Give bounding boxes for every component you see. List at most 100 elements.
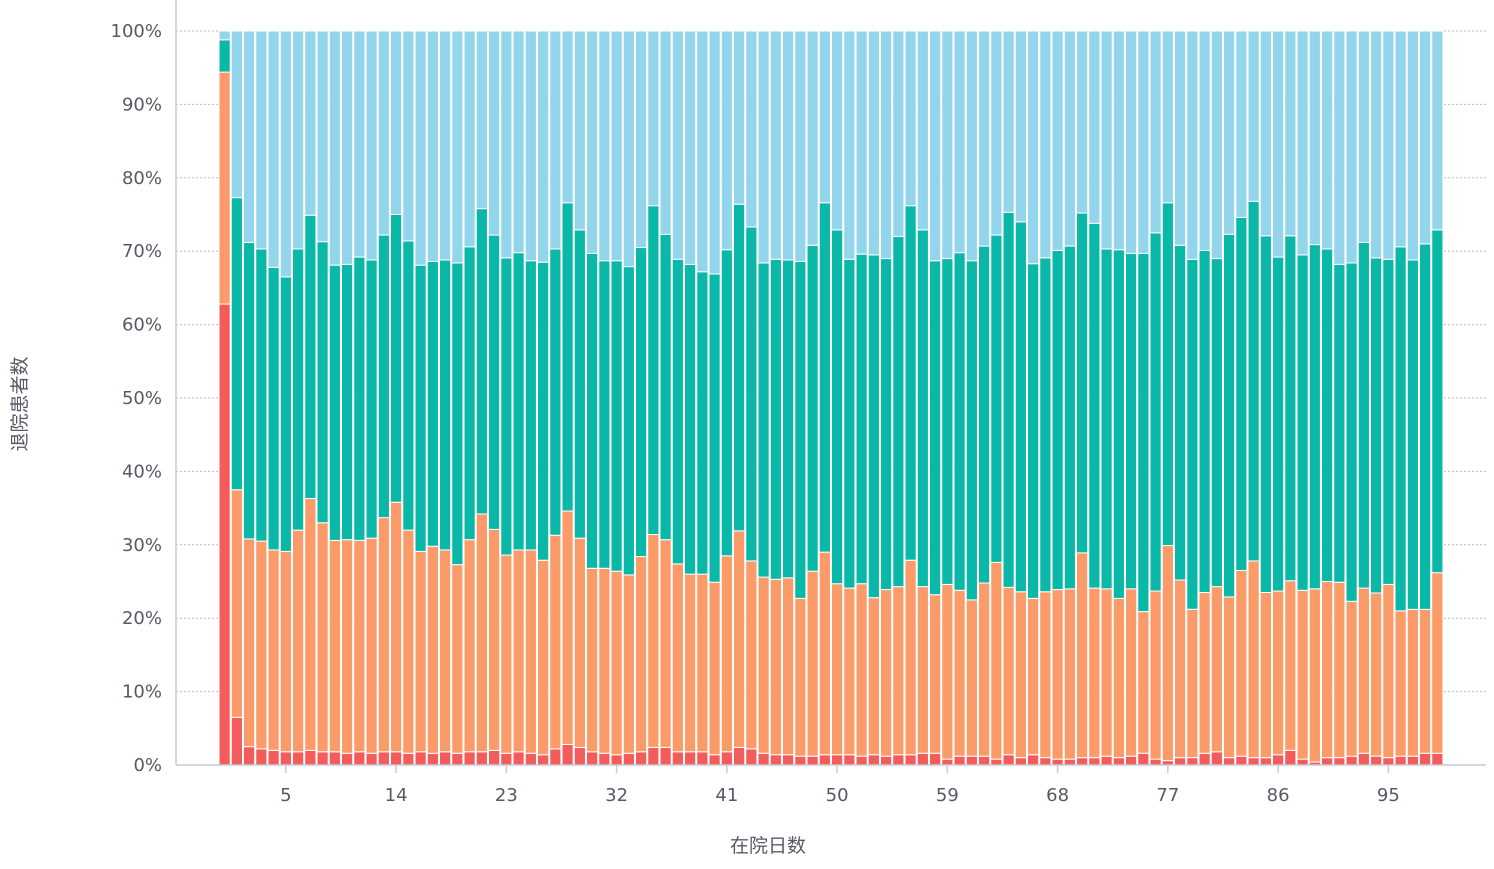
bar-segment-34-s2	[635, 556, 648, 753]
bar-segment-79-s1	[1186, 757, 1199, 766]
bar-segment-16-s4	[414, 30, 427, 266]
bar-segment-84-s1	[1247, 757, 1260, 766]
bar-segment-36-s4	[659, 30, 672, 235]
bar-segment-22-s2	[488, 528, 501, 751]
bar-segment-11-s4	[353, 30, 366, 258]
bar-segment-12-s1	[365, 752, 378, 766]
bar-segment-70-s2	[1076, 552, 1089, 759]
bar-segment-8-s4	[316, 30, 329, 243]
bar-segment-58-s3	[929, 260, 942, 596]
bar-segment-9-s1	[328, 751, 341, 766]
bar-segment-26-s4	[537, 30, 550, 263]
bar-segment-70-s4	[1076, 30, 1089, 214]
bar-segment-82-s2	[1223, 596, 1236, 759]
bar-segment-30-s3	[586, 252, 599, 569]
bar-segment-47-s3	[794, 260, 807, 599]
bar-segment-75-s1	[1137, 752, 1150, 766]
bar-segment-53-s2	[867, 597, 880, 756]
bar-segment-56-s2	[904, 559, 917, 756]
bar-segment-66-s4	[1027, 30, 1040, 265]
bar-segment-31-s4	[598, 30, 611, 262]
bar-segment-75-s3	[1137, 252, 1150, 613]
bar-segment-3-s2	[255, 540, 268, 750]
bar-segment-93-s2	[1357, 587, 1370, 754]
bar-segment-65-s2	[1014, 591, 1027, 759]
bar-segment-95-s4	[1382, 30, 1395, 260]
bar-segment-13-s1	[377, 751, 390, 766]
bar-segment-80-s3	[1198, 249, 1211, 594]
bar-segment-65-s3	[1014, 221, 1027, 593]
bar-segment-89-s2	[1308, 588, 1321, 763]
y-tick-labels: 0% 10% 20% 30% 40% 50% 60% 70% 80% 90% 100%	[111, 21, 162, 776]
bar-segment-79-s2	[1186, 608, 1199, 759]
y-tick-label-20pct: 20%	[122, 608, 162, 629]
bar-segment-50-s4	[831, 30, 844, 231]
y-tick-label-50pct: 50%	[122, 388, 162, 409]
bar-segment-52-s4	[855, 30, 868, 255]
bar-segment-36-s2	[659, 539, 672, 748]
bar-segment-19-s1	[451, 752, 464, 766]
bar-segment-64-s4	[1002, 30, 1015, 213]
bar-segment-72-s4	[1100, 30, 1113, 250]
x-tick-label-32: 32	[605, 785, 628, 806]
bar-segment-44-s4	[757, 30, 770, 264]
bar-segment-4-s2	[267, 549, 280, 751]
bar-segment-51-s3	[843, 258, 856, 589]
bar-segment-86-s1	[1272, 754, 1285, 766]
bar-segment-57-s2	[916, 586, 929, 754]
bar-segment-24-s1	[512, 751, 525, 766]
bar-segment-3-s1	[255, 748, 268, 766]
bar-segment-58-s4	[929, 30, 942, 262]
bar-segment-39-s2	[696, 573, 709, 753]
bar-segment-34-s4	[635, 30, 648, 249]
bar-segment-37-s2	[671, 563, 684, 753]
bar-segment-54-s4	[880, 30, 893, 260]
bar-segment-76-s2	[1149, 590, 1162, 760]
bar-segment-20-s2	[463, 539, 476, 753]
bar-segment-78-s2	[1174, 579, 1187, 759]
bar-segment-7-s4	[304, 30, 317, 216]
bar-segment-26-s3	[537, 261, 550, 561]
y-tick-label-10pct: 10%	[122, 682, 162, 703]
bar-segment-44-s3	[757, 262, 770, 578]
bar-segment-24-s3	[512, 252, 525, 551]
bar-segment-30-s4	[586, 30, 599, 254]
bar-segment-71-s1	[1088, 757, 1101, 766]
bar-segment-62-s3	[978, 245, 991, 584]
bar-segment-32-s2	[610, 570, 623, 756]
bar-segment-99-s1	[1431, 752, 1444, 766]
bar-segment-95-s1	[1382, 757, 1395, 766]
x-tick-label-5: 5	[280, 785, 291, 806]
bar-segment-55-s2	[892, 586, 905, 756]
bar-segment-0-s1	[218, 303, 231, 766]
bar-segment-99-s3	[1431, 229, 1444, 574]
y-tick-label-80pct: 80%	[122, 168, 162, 189]
bar-segment-31-s3	[598, 260, 611, 569]
bar-segment-13-s4	[377, 30, 390, 236]
bar-segment-92-s3	[1345, 262, 1358, 602]
bar-segment-53-s3	[867, 254, 880, 599]
bar-segment-23-s2	[500, 554, 513, 754]
bar-segment-2-s3	[243, 241, 256, 540]
bar-segment-40-s1	[708, 754, 721, 766]
bar-segment-75-s4	[1137, 30, 1150, 254]
bar-segment-92-s4	[1345, 30, 1358, 264]
bar-segment-21-s2	[475, 513, 488, 753]
x-tick-label-59: 59	[936, 785, 959, 806]
bar-segment-88-s3	[1296, 254, 1309, 591]
bar-segment-98-s4	[1419, 30, 1432, 245]
bar-segment-5-s4	[279, 30, 292, 278]
bar-segment-1-s3	[230, 197, 243, 491]
bar-segment-19-s4	[451, 30, 464, 264]
bar-segment-42-s3	[733, 203, 746, 532]
bar-segment-68-s4	[1051, 30, 1064, 251]
bar-segment-38-s4	[684, 30, 697, 265]
bar-segment-57-s1	[916, 752, 929, 766]
bar-segment-85-s4	[1259, 30, 1272, 237]
x-tick-label-50: 50	[826, 785, 849, 806]
bar-segment-36-s3	[659, 233, 672, 541]
bar-segment-30-s1	[586, 751, 599, 766]
bar-segment-97-s1	[1406, 755, 1419, 766]
bar-segment-43-s4	[745, 30, 758, 228]
bar-segment-22-s4	[488, 30, 501, 236]
